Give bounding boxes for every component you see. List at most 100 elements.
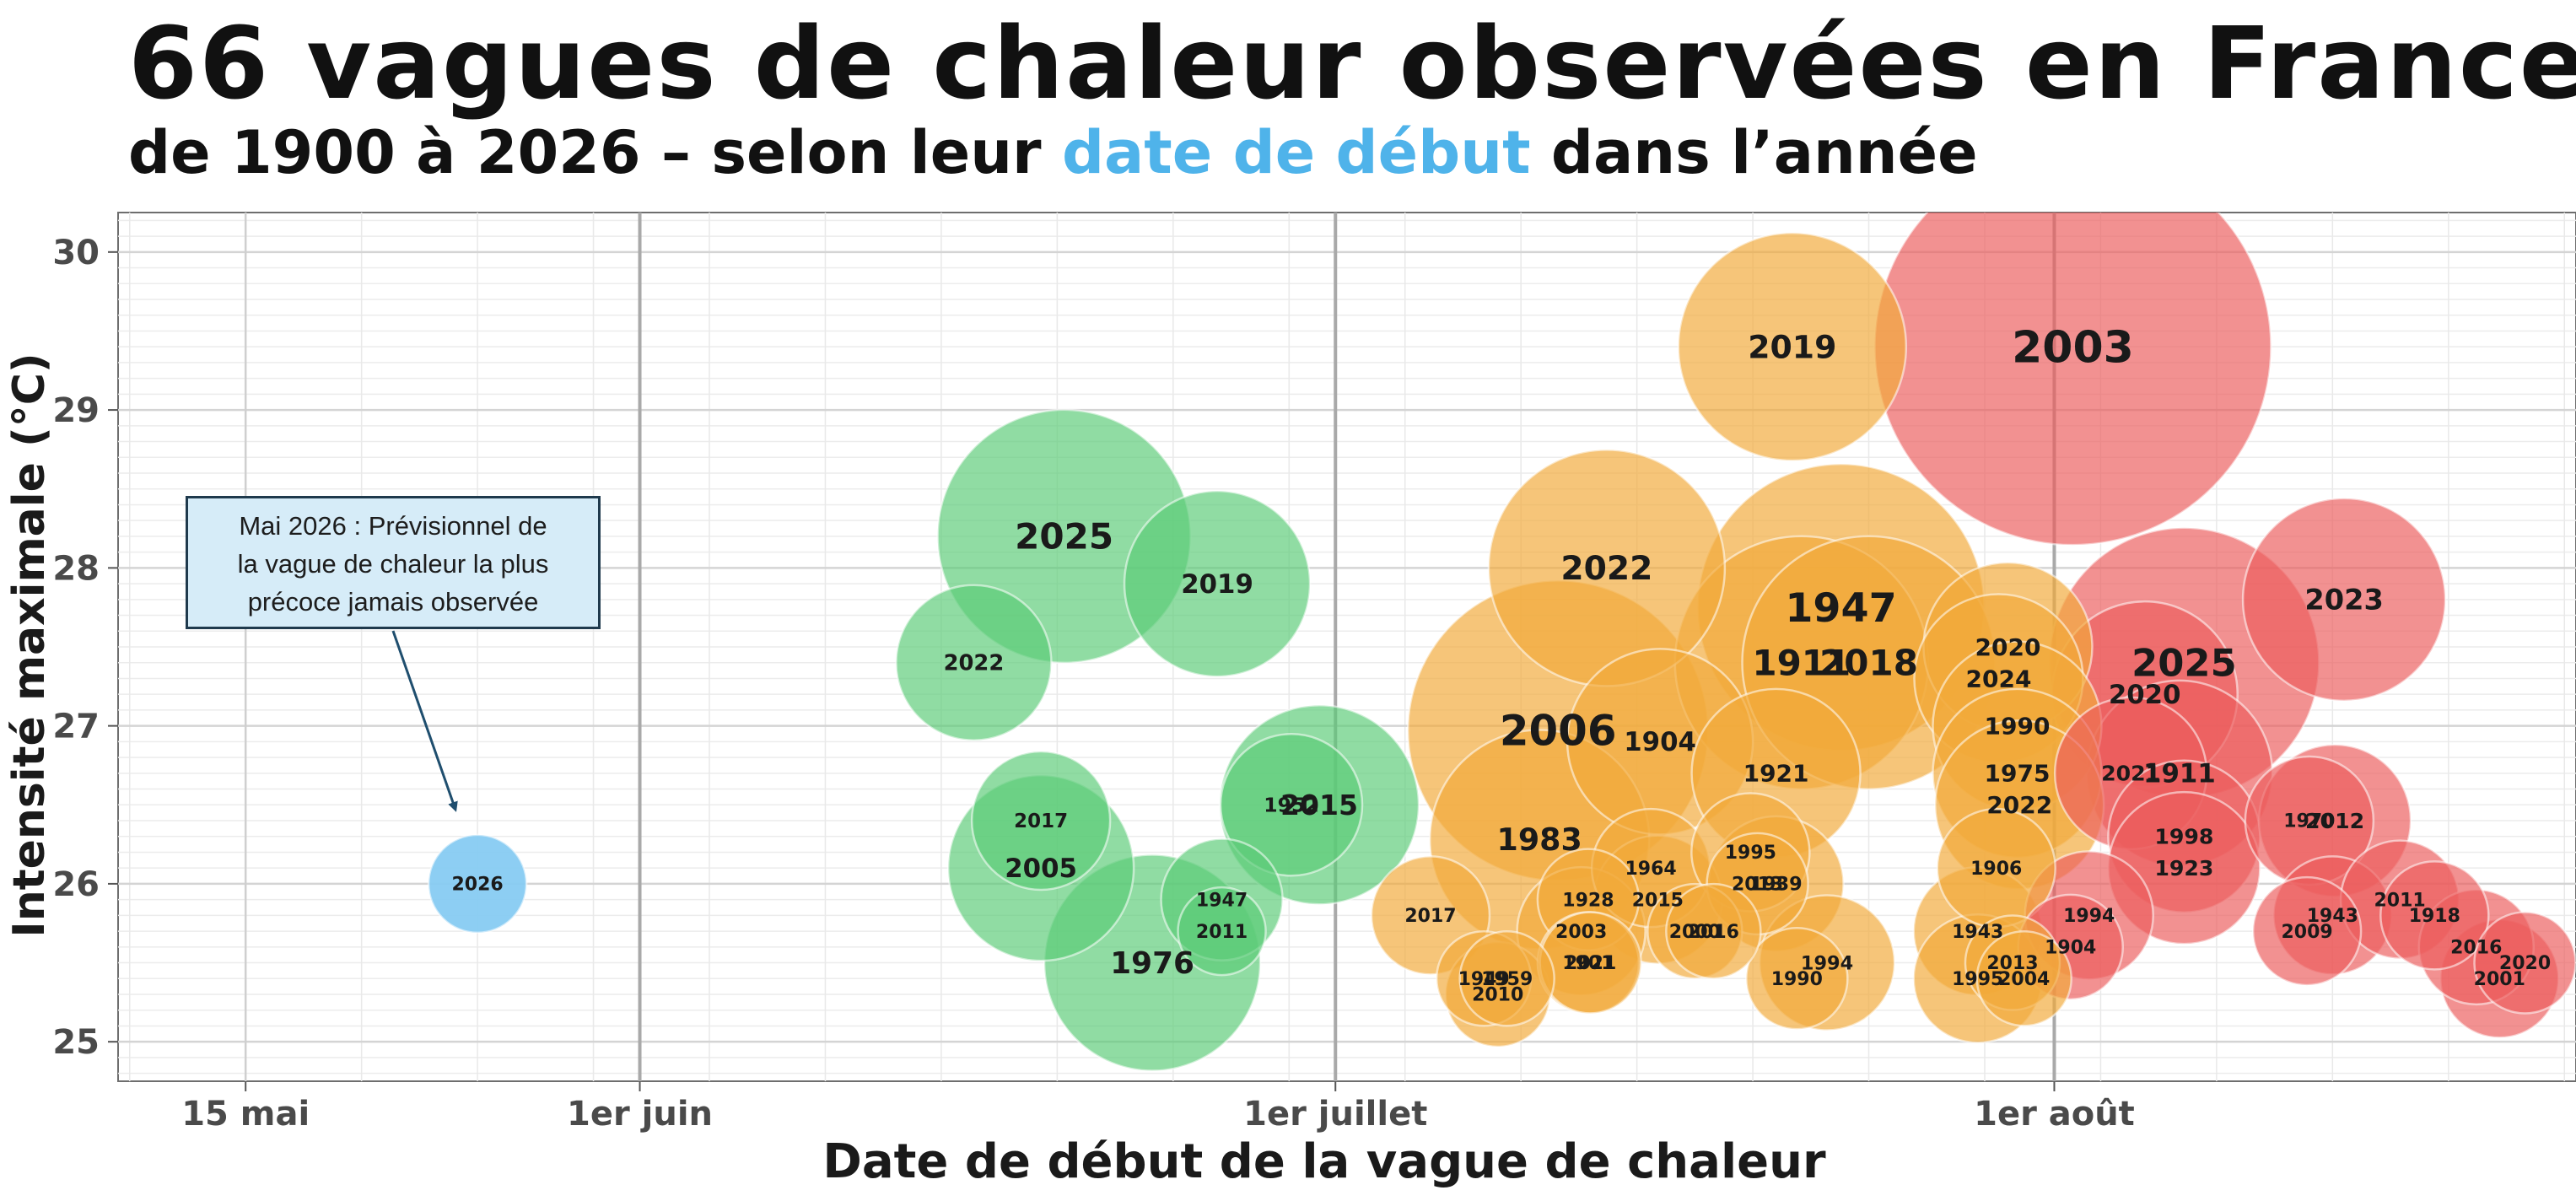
bubble-label: 1928 <box>1562 890 1614 911</box>
bubble-2022 <box>895 584 1053 741</box>
y-tick-label: 29 <box>52 391 100 430</box>
x-tick-label: 1er août <box>1974 1095 2135 1134</box>
bubble-label: 2021 <box>2101 762 2160 786</box>
bubble-label: 2013 <box>1732 875 1783 896</box>
bubble-label: 1923 <box>2154 856 2213 881</box>
bubble-label: 2003 <box>1555 922 1607 943</box>
bubble-label: 2016 <box>2450 938 2502 959</box>
subtitle-part-2: dans l’année <box>1530 118 1978 187</box>
bubble-label: 2009 <box>2281 922 2332 943</box>
chart-subtitle: de 1900 à 2026 – selon leur date de débu… <box>128 118 1978 187</box>
bubble-1918 <box>2379 860 2490 971</box>
bubble-label: 2016 <box>1688 922 1739 943</box>
annotation-line-2: la vague de chaleur la plus <box>237 549 549 579</box>
bubble-2017 <box>970 750 1112 891</box>
bubble-label: 1943 <box>2307 906 2358 927</box>
bubble-2009 <box>2251 875 2363 987</box>
bubble-label: 1947 <box>1196 890 1248 911</box>
bubble-label: 2000 <box>1669 922 1721 943</box>
bubble-2011 <box>1177 886 1267 977</box>
bubble-2019 <box>1123 489 1312 678</box>
bubble-label: 2020 <box>2499 953 2551 974</box>
subtitle-highlight: date de début <box>1061 118 1531 187</box>
y-tick-label: 28 <box>52 549 100 588</box>
bubble-label: 2020 <box>2109 680 2181 710</box>
bubble-label: 1964 <box>1625 859 1677 880</box>
bubble-label: 2019 <box>1181 569 1253 600</box>
bubble-2016 <box>1665 882 1762 980</box>
axes: 25 26 27 28 29 30 15 mai 1er juin 1er juillet 1er… <box>4 234 2135 1189</box>
bubble-label: 1921 <box>1743 760 1809 788</box>
bubble-label: 2015 <box>1280 789 1358 821</box>
y-tick-label: 30 <box>52 234 100 272</box>
bubble-label: 1904 <box>1624 727 1696 757</box>
chart-title: 66 vagues de chaleur observées en France <box>128 5 2576 121</box>
bubble-label: 1952 <box>1264 794 1318 817</box>
bubble-label: 1994 <box>2063 906 2115 927</box>
y-axis-title: Intensité maximale (°C) <box>4 353 55 937</box>
annotation-line-1: Mai 2026 : Prévisionnel de <box>239 511 547 541</box>
bubble-label: 1976 <box>1110 946 1194 981</box>
bubble-label: 2001 <box>2474 969 2525 990</box>
bubble-label: 2025 <box>1015 516 1113 557</box>
bubble-label: 1994 <box>1801 952 1853 974</box>
bubble-label: 2015 <box>1632 890 1684 911</box>
bubble-1990 <box>1745 927 1849 1031</box>
bubble-label: 1998 <box>2154 825 2213 849</box>
bubble-label: 1949 <box>1458 969 1510 990</box>
bubble-label: 2003 <box>2012 322 2134 373</box>
bubble-label: 2022 <box>1560 550 1652 588</box>
bubble-label: 1947 <box>1785 585 1896 632</box>
bubble-label: 2022 <box>1986 791 2052 819</box>
x-axis-title: Date de début de la vague de chaleur <box>822 1134 1826 1189</box>
bubble-label: 1995 <box>1725 843 1776 864</box>
bubble-label: 2005 <box>1005 854 1077 884</box>
bubble-label: 2022 <box>944 651 1005 676</box>
y-tick-label: 26 <box>52 865 100 904</box>
bubble-label: 2026 <box>451 875 503 896</box>
bubble-label: 1939 <box>1749 874 1802 896</box>
bubble-label: 1959 <box>1481 969 1533 990</box>
x-tick-label: 1er juillet <box>1243 1095 1427 1134</box>
bubble-layer: 2003200619472025201819112025202220191983… <box>427 213 2576 1072</box>
bubble-2019 <box>1677 231 1908 462</box>
x-tick-label: 1er juin <box>567 1095 713 1134</box>
bubble-label: 2011 <box>1196 922 1248 943</box>
bubble-1952 <box>1219 733 1364 877</box>
bubble-label: 2017 <box>1014 811 1068 832</box>
bubble-label: 2020 <box>1975 633 2041 661</box>
bubble-label: 2012 <box>2305 809 2364 833</box>
bubble-2004 <box>1975 930 2072 1027</box>
bubble-label: 2021 <box>1565 953 1616 974</box>
bubble-label: 2025 <box>2131 640 2237 685</box>
bubble-label: 2010 <box>1472 985 1523 1006</box>
x-tick-label: 15 mai <box>181 1095 310 1134</box>
forecast-annotation: Mai 2026 : Prévisionnel de la vague de c… <box>186 496 601 629</box>
bubble-label: 1918 <box>2409 906 2460 927</box>
bubble-label: 2024 <box>1966 665 2032 692</box>
bubble-label: 1983 <box>1497 821 1582 858</box>
bubble-label: 1906 <box>1970 859 2022 880</box>
subtitle-part-1: de 1900 à 2026 – selon leur <box>128 118 1062 187</box>
bubble-label: 2006 <box>1500 707 1617 756</box>
bubble-2023 <box>2241 497 2447 703</box>
bubble-label: 1970 <box>2283 811 2335 832</box>
bubble-label: 1990 <box>1985 712 2051 740</box>
bubble-label: 1990 <box>1771 969 1823 990</box>
bubble-label: 2004 <box>1998 969 2050 990</box>
bubble-label: 1901 <box>1562 953 1614 974</box>
annotation-arrow <box>391 630 458 812</box>
bubble-2026 <box>427 833 528 934</box>
bubble-label: 1911 <box>2143 759 2216 789</box>
bubble-label: 1904 <box>2045 938 2096 959</box>
bubble-label: 2019 <box>1748 328 1836 365</box>
y-tick-label: 25 <box>52 1023 100 1062</box>
bubble-label: 2011 <box>2374 890 2425 911</box>
annotation-line-3: précoce jamais observée <box>247 587 539 617</box>
y-tick-label: 27 <box>52 708 100 746</box>
bubble-label: 1911 <box>1752 642 1851 683</box>
bubble-label: 2018 <box>1819 642 1918 683</box>
bubble-label: 1943 <box>1952 922 2003 943</box>
bubble-label: 2023 <box>2304 584 2383 617</box>
